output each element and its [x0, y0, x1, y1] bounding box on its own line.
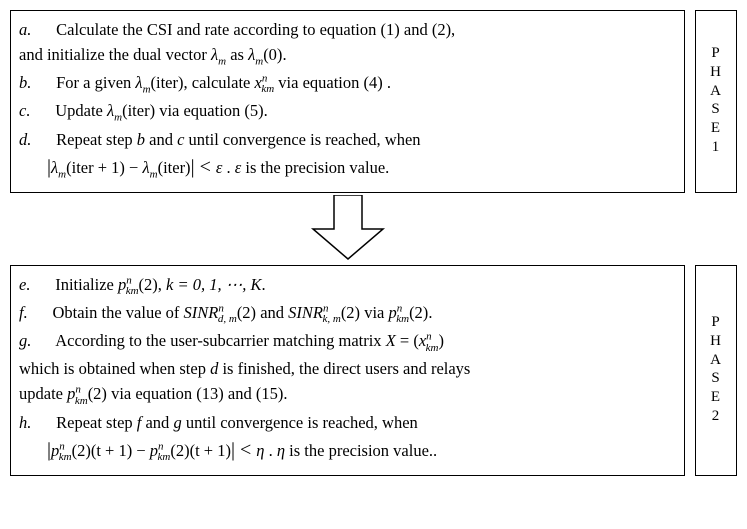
phase-1-box: a. Calculate the CSI and rate according …	[10, 10, 685, 193]
step-d-label: d.	[19, 130, 31, 149]
step-b-label: b.	[19, 73, 31, 92]
lambda-m-1: λm	[211, 45, 226, 64]
arrow-icon	[303, 195, 393, 261]
p-km-n-f: pnkm(2)	[388, 303, 428, 322]
step-f-label: f.	[19, 303, 28, 322]
k-range: k = 0, 1, ⋯, K	[166, 275, 261, 294]
step-e: e. Initialize pnkm(2), k = 0, 1, ⋯, K.	[19, 273, 676, 300]
step-a-as: as	[230, 45, 248, 64]
phase-2-label: P H A S E 2	[695, 265, 737, 476]
flow-arrow	[10, 195, 737, 261]
step-g-line3: update pnkm(2) via equation (13) and (15…	[19, 382, 676, 409]
step-f: f. Obtain the value of SINRnd, m(2) and …	[19, 301, 676, 328]
lambda-iter-c: λm(iter)	[107, 101, 155, 120]
step-h-label: h.	[19, 413, 31, 432]
sinr-k: SINRnk, m(2)	[288, 303, 360, 322]
step-g-line2: which is obtained when step d is finishe…	[19, 357, 676, 381]
convergence-ineq-1: |λm(iter + 1) − λm(iter)| < ε	[47, 158, 227, 177]
step-a-text1: Calculate the CSI and rate according to …	[56, 20, 455, 39]
step-g: g. According to the user-subcarrier matc…	[19, 329, 676, 356]
step-b: b. For a given λm(iter), calculate xnkm …	[19, 71, 676, 98]
x-km-n: xnkm	[255, 73, 275, 92]
step-b-text3: via equation (4) .	[278, 73, 391, 92]
p-km-n-g: pnkm(2)	[67, 384, 107, 403]
step-a-text2: and initialize the dual vector	[19, 45, 211, 64]
step-d-ineq: |λm(iter + 1) − λm(iter)| < ε . ε is the…	[19, 153, 676, 183]
step-c-text2: via equation (5).	[159, 101, 268, 120]
convergence-ineq-2: |pnkm(2)(t + 1) − pnkm(2)(t + 1)| < η	[47, 441, 269, 460]
step-a-label: a.	[19, 20, 31, 39]
matrix-X: X = (xnkm)	[386, 331, 444, 350]
phase-1-label: P H A S E 1	[695, 10, 737, 193]
step-h: h. Repeat step f and g until convergence…	[19, 411, 676, 435]
step-h-ineq: |pnkm(2)(t + 1) − pnkm(2)(t + 1)| < η . …	[19, 436, 676, 466]
step-a: a. Calculate the CSI and rate according …	[19, 18, 676, 42]
lambda-m-0: λm(0)	[248, 45, 282, 64]
step-d: d. Repeat step b and c until convergence…	[19, 128, 676, 152]
step-d-text1: Repeat step	[56, 130, 137, 149]
phase-2-box: e. Initialize pnkm(2), k = 0, 1, ⋯, K. f…	[10, 265, 685, 476]
step-e-label: e.	[19, 275, 30, 294]
lambda-iter-b: λm(iter)	[135, 73, 183, 92]
step-c: c. Update λm(iter) via equation (5).	[19, 99, 676, 126]
phase-2-row: e. Initialize pnkm(2), k = 0, 1, ⋯, K. f…	[10, 265, 737, 476]
step-c-label: c.	[19, 101, 30, 120]
p-km-n-e: pnkm(2)	[118, 275, 158, 294]
step-c-text1: Update	[55, 101, 107, 120]
step-b-text1: For a given	[56, 73, 135, 92]
sinr-d: SINRnd, m(2)	[184, 303, 257, 322]
step-a-line2: and initialize the dual vector λm as λm(…	[19, 43, 676, 70]
step-g-label: g.	[19, 331, 31, 350]
phase-1-row: a. Calculate the CSI and rate according …	[10, 10, 737, 193]
